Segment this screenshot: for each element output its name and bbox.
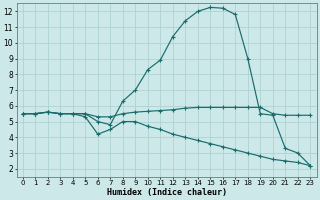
X-axis label: Humidex (Indice chaleur): Humidex (Indice chaleur) — [107, 188, 227, 197]
